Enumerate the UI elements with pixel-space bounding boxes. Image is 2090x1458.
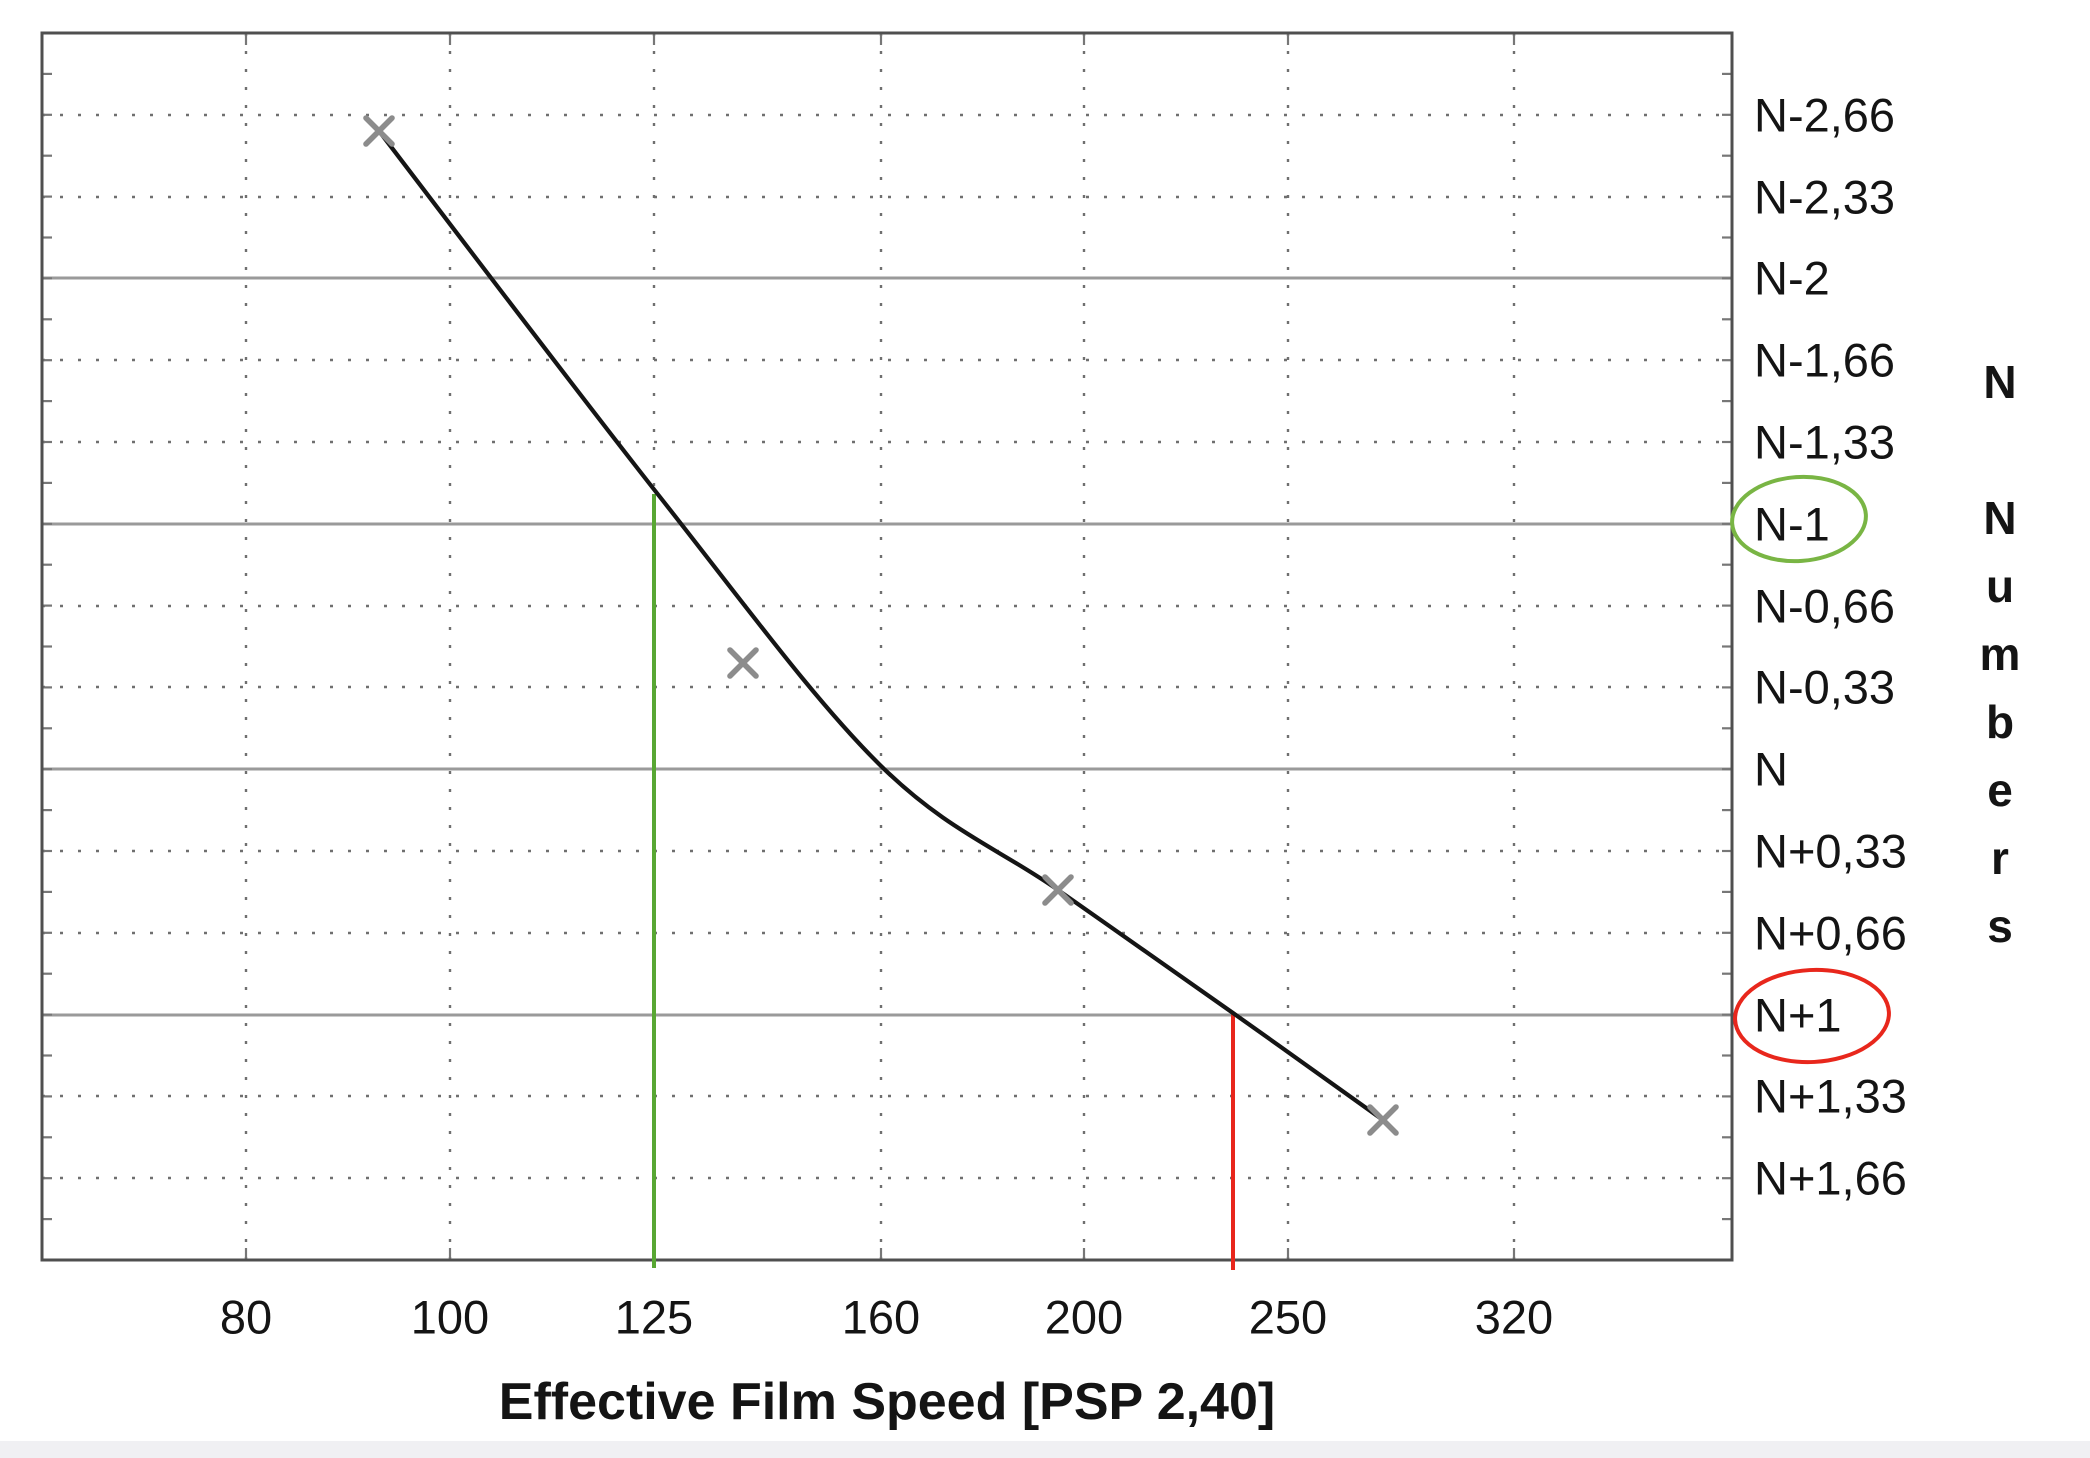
y-axis-title-letter: s <box>1987 900 2013 952</box>
y-label: N+0,66 <box>1754 907 1907 960</box>
y-label-circled-green: N-1 <box>1754 498 1830 551</box>
axis-minor-ticks <box>42 33 1732 1260</box>
y-label: N+0,33 <box>1754 825 1907 878</box>
y-label-circled-red: N+1 <box>1754 989 1842 1042</box>
y-axis-title-letter: N <box>1983 492 2016 544</box>
y-label: N+1,66 <box>1754 1152 1907 1205</box>
x-tick-label: 100 <box>411 1291 489 1344</box>
x-tick-label: 80 <box>220 1291 272 1344</box>
y-axis-title-letter: m <box>1980 628 2021 680</box>
y-label: N <box>1754 743 1788 796</box>
green-circle-annotation <box>1730 474 1868 564</box>
y-label: N-2 <box>1754 252 1830 305</box>
y-axis-title-letter: u <box>1986 560 2014 612</box>
x-tick-label: 160 <box>842 1291 920 1344</box>
red-circle-annotation <box>1733 967 1891 1065</box>
x-tick-label: 320 <box>1475 1291 1553 1344</box>
y-label: N-1,66 <box>1754 334 1895 387</box>
x-axis-tick-labels: 80 100 125 160 200 250 320 <box>220 1291 1553 1344</box>
y-label: N-2,66 <box>1754 89 1895 142</box>
y-label: N+1,33 <box>1754 1070 1907 1123</box>
x-tick-label: 125 <box>615 1291 693 1344</box>
y-axis-title-letter: b <box>1986 696 2014 748</box>
x-tick-label: 200 <box>1045 1291 1123 1344</box>
window-bottom-strip <box>0 1441 2090 1458</box>
data-point-marker-1 <box>363 115 395 147</box>
y-label: N-0,33 <box>1754 661 1895 714</box>
data-point-marker-2 <box>727 647 759 679</box>
data-point-marker-4 <box>1367 1104 1399 1136</box>
y-axis-title-letter: N <box>1983 356 2016 408</box>
x-axis-title: Effective Film Speed [PSP 2,40] <box>499 1373 1275 1431</box>
y-label: N-1,33 <box>1754 416 1895 469</box>
y-label: N-0,66 <box>1754 580 1895 633</box>
y-axis-labels: N-2,66 N-2,33 N-2 N-1,66 N-1,33 N-1 N-0,… <box>1754 89 1907 1205</box>
horizontal-dotted-gridlines <box>42 113 1732 1180</box>
y-axis-title-letter: r <box>1991 832 2009 884</box>
y-label: N-2,33 <box>1754 171 1895 224</box>
y-axis-title-letter: e <box>1987 764 2013 816</box>
horizontal-solid-gridlines <box>42 276 1732 1017</box>
fitted-curve <box>377 129 1385 1122</box>
data-point-marker-3 <box>1042 874 1074 906</box>
plot-frame <box>40 31 1734 1262</box>
y-axis-title-vertical: N N u m b e r s <box>1980 356 2021 952</box>
x-tick-label: 250 <box>1249 1291 1327 1344</box>
data-point-markers <box>363 115 1399 1136</box>
